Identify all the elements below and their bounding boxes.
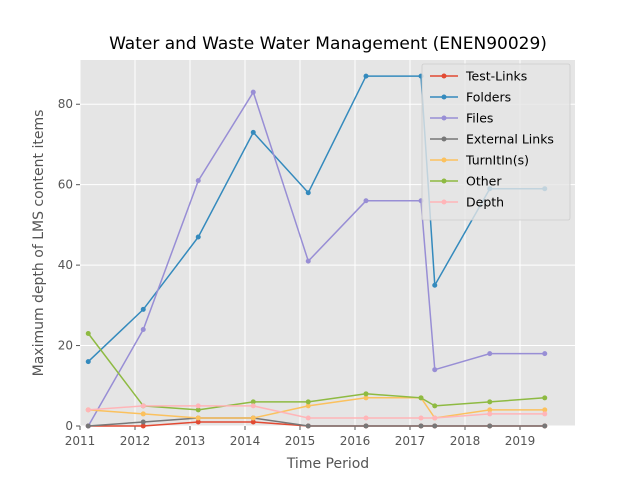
x-axis-label: Time Period bbox=[286, 456, 369, 472]
data-point-external-links bbox=[542, 423, 548, 429]
data-point-files bbox=[542, 351, 548, 357]
data-point-depth bbox=[487, 411, 493, 417]
data-point-files bbox=[487, 351, 493, 357]
x-tick-label: 2011 bbox=[65, 434, 96, 448]
data-point-test-links bbox=[250, 419, 256, 425]
data-point-external-links bbox=[363, 423, 369, 429]
data-point-test-links bbox=[195, 419, 201, 425]
series-line-external-links bbox=[88, 417, 545, 427]
y-tick-label: 80 bbox=[58, 97, 73, 111]
legend-label-depth: Depth bbox=[466, 195, 504, 210]
series-group bbox=[85, 73, 548, 429]
data-point-folders bbox=[305, 190, 311, 196]
data-point-other bbox=[418, 395, 424, 401]
data-point-files bbox=[140, 326, 146, 332]
data-point-external-links bbox=[487, 423, 493, 429]
data-point-external-links bbox=[140, 419, 146, 425]
y-axis-ticks: 0 20 40 60 80 bbox=[58, 97, 80, 433]
data-point-turnitin-s bbox=[305, 403, 311, 409]
data-point-files bbox=[363, 198, 369, 204]
data-point-external-links bbox=[432, 423, 438, 429]
data-point-other bbox=[195, 407, 201, 413]
y-tick-label: 20 bbox=[58, 339, 73, 353]
data-point-turnitin-s bbox=[487, 407, 493, 413]
legend-label-other: Other bbox=[466, 174, 502, 189]
y-tick-label: 0 bbox=[65, 419, 73, 433]
legend-marker-other bbox=[441, 178, 447, 184]
data-point-depth bbox=[418, 415, 424, 421]
x-tick-label: 2019 bbox=[505, 434, 536, 448]
data-point-turnitin-s bbox=[195, 415, 201, 421]
data-point-depth bbox=[432, 415, 438, 421]
legend-label-test-links: Test-Links bbox=[465, 69, 527, 84]
legend-label-folders: Folders bbox=[466, 90, 511, 105]
data-point-external-links bbox=[85, 423, 91, 429]
data-point-depth bbox=[195, 403, 201, 409]
legend-marker-turnitin-s bbox=[441, 157, 447, 163]
series-line-files bbox=[87, 90, 545, 427]
data-point-folders bbox=[140, 306, 146, 312]
data-point-other bbox=[542, 395, 548, 401]
data-point-depth bbox=[542, 411, 548, 417]
data-point-depth bbox=[250, 403, 256, 409]
data-point-other bbox=[85, 330, 91, 336]
legend-marker-external-links bbox=[441, 136, 447, 142]
x-tick-label: 2018 bbox=[450, 434, 481, 448]
legend-box bbox=[421, 63, 571, 221]
chart-title: Water and Waste Water Management (ENEN90… bbox=[109, 34, 547, 54]
data-point-folders bbox=[195, 234, 201, 240]
series-line-folders bbox=[87, 75, 545, 363]
legend: Test-Links Folders Files External Links Turn… bbox=[421, 63, 571, 221]
data-point-external-links bbox=[418, 423, 424, 429]
data-point-depth bbox=[305, 415, 311, 421]
legend-label-external-links: External Links bbox=[466, 132, 554, 147]
data-point-other bbox=[250, 399, 256, 405]
x-axis-ticks: 2011 2012 2013 2014 2015 2016 2017 2018 2019 bbox=[65, 426, 536, 448]
y-tick-label: 40 bbox=[58, 258, 73, 272]
data-point-turnitin-s bbox=[140, 411, 146, 417]
x-tick-label: 2017 bbox=[395, 434, 426, 448]
legend-marker-test-links bbox=[441, 73, 447, 79]
x-tick-label: 2016 bbox=[340, 434, 371, 448]
data-point-other bbox=[432, 403, 438, 409]
legend-marker-folders bbox=[441, 94, 447, 100]
y-axis-label: Maximum depth of LMS content items bbox=[31, 110, 47, 377]
data-point-depth bbox=[140, 403, 146, 409]
data-point-external-links bbox=[305, 423, 311, 429]
data-point-test-links bbox=[140, 423, 146, 429]
data-point-other bbox=[363, 391, 369, 397]
data-point-folders bbox=[250, 129, 256, 135]
data-point-depth bbox=[85, 407, 91, 413]
legend-marker-depth bbox=[441, 199, 447, 205]
data-point-other bbox=[487, 399, 493, 405]
series-line-depth bbox=[88, 405, 545, 419]
y-tick-label: 60 bbox=[58, 178, 73, 192]
x-tick-label: 2014 bbox=[230, 434, 261, 448]
series-line-other bbox=[87, 333, 545, 411]
data-point-folders bbox=[85, 359, 91, 365]
x-tick-label: 2015 bbox=[285, 434, 316, 448]
data-point-turnitin-s bbox=[542, 407, 548, 413]
gridlines bbox=[79, 60, 575, 427]
data-point-files bbox=[305, 258, 311, 264]
legend-label-files: Files bbox=[466, 111, 493, 126]
x-tick-label: 2012 bbox=[120, 434, 151, 448]
data-point-files bbox=[195, 178, 201, 184]
x-tick-label: 2013 bbox=[175, 434, 206, 448]
data-point-turnitin-s bbox=[250, 415, 256, 421]
series-line-turnitin-s bbox=[88, 397, 545, 419]
data-point-folders bbox=[432, 282, 438, 288]
data-point-files bbox=[432, 367, 438, 373]
data-point-depth bbox=[363, 415, 369, 421]
legend-marker-files bbox=[441, 115, 447, 121]
data-point-folders bbox=[363, 73, 369, 79]
data-point-turnitin-s bbox=[363, 395, 369, 401]
data-point-other bbox=[305, 399, 311, 405]
data-point-files bbox=[250, 89, 256, 95]
legend-label-turnitin-s: TurnItIn(s) bbox=[465, 153, 529, 168]
